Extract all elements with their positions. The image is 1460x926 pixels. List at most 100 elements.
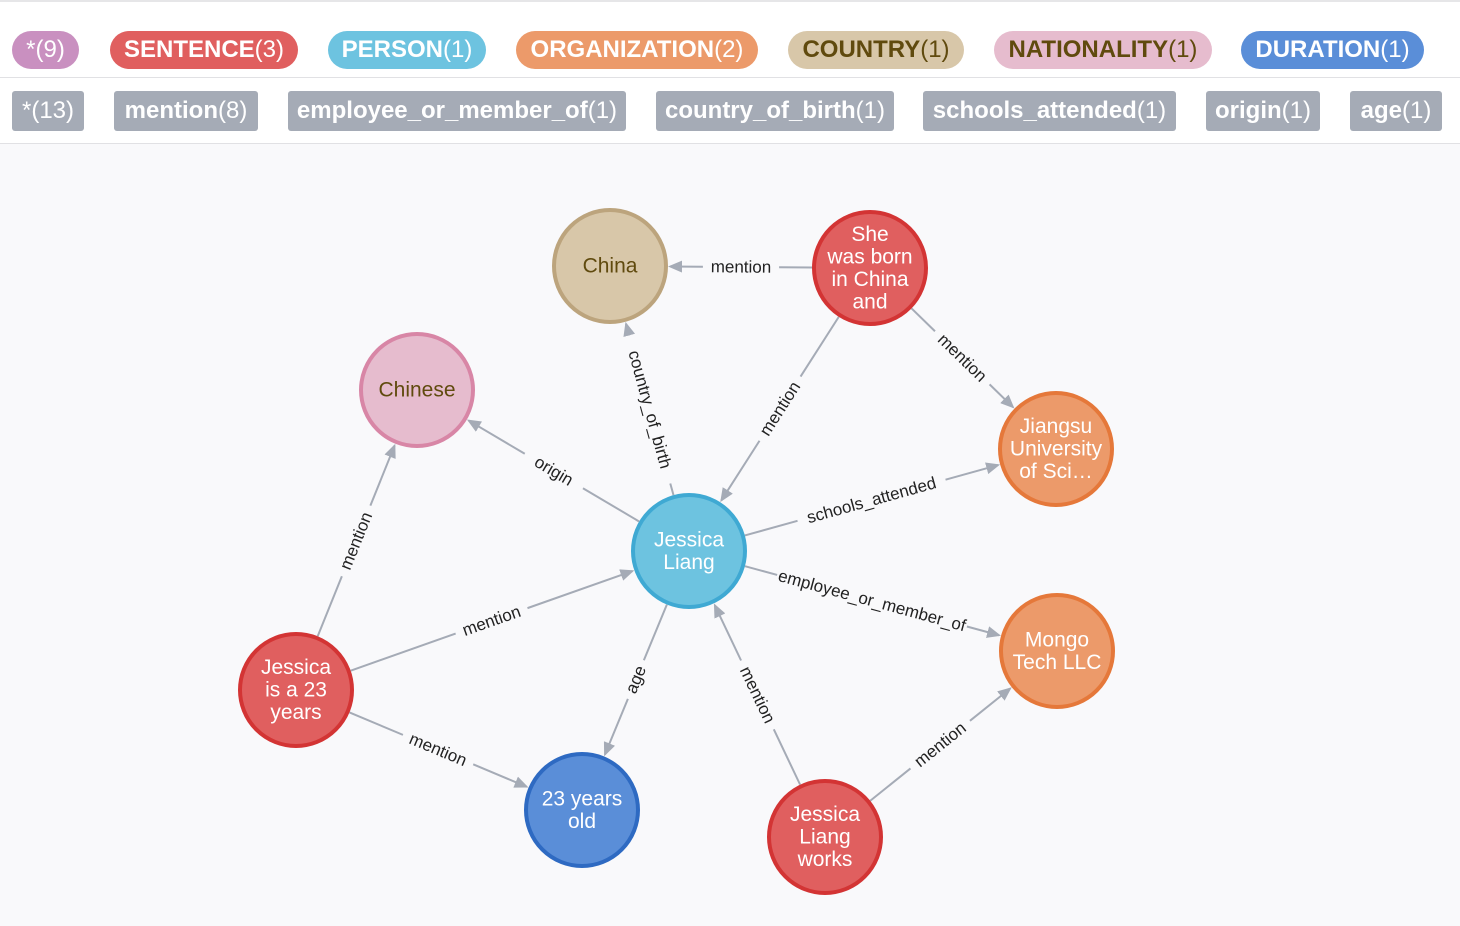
node-caption-line: Mongo [1025, 628, 1089, 651]
node-circle[interactable] [238, 632, 354, 748]
node-caption-line: She [851, 223, 888, 246]
edge-line [642, 604, 668, 661]
edge-arrow [527, 569, 635, 610]
edge-line [316, 575, 343, 637]
edge-line [799, 316, 840, 378]
edge-label: schools_attended [805, 473, 939, 527]
edge-line [772, 728, 801, 786]
edge-line [910, 307, 936, 332]
edge-label: country_of_birth [624, 348, 675, 471]
edge-arrow [466, 419, 526, 455]
node-caption-line: Jiangsu [1020, 415, 1092, 438]
node-circle[interactable] [359, 332, 475, 448]
edge-label: mention [934, 330, 991, 386]
node-caption-line: University [1010, 438, 1103, 461]
relationship-filter-country-of-birth[interactable]: country_of_birth(1) [656, 91, 894, 131]
edge-label: mention [911, 718, 970, 771]
edge-jessica-chinese[interactable]: origin [466, 419, 640, 523]
edge-arrow [945, 462, 1001, 481]
edge-arrow [603, 698, 629, 757]
edge-label: age [622, 663, 650, 696]
edge-age23-years[interactable]: mention [349, 711, 529, 788]
relationship-filter-age[interactable]: age(1) [1350, 91, 1442, 131]
node-circle[interactable] [552, 208, 668, 324]
label-filter-sentence[interactable]: SENTENCE(3) [110, 31, 298, 69]
edge-arrow [713, 603, 742, 661]
edge-she-china[interactable]: mention [667, 257, 813, 277]
edge-jessica-years[interactable]: age [603, 604, 668, 757]
edge-arrow [720, 440, 761, 503]
node-caption-line: and [852, 290, 887, 313]
relationship-type-filter-bar: *(13) mention(8) employee_or_member_of(1) c… [0, 78, 1460, 144]
node-caption-line: China [583, 255, 638, 278]
edge-works-mongo[interactable]: mention [869, 687, 1012, 802]
node-circle[interactable] [767, 779, 883, 895]
node-caption-line: Jessica [261, 656, 331, 679]
edge-line [744, 519, 798, 537]
node-circle[interactable] [999, 593, 1115, 709]
edge-label: mention [336, 509, 376, 572]
node-caption-line: was born [826, 245, 912, 268]
edge-label: mention [711, 257, 772, 276]
edge-line [744, 565, 778, 576]
node-caption-line: Liang [663, 551, 714, 574]
edge-arrow [369, 443, 396, 506]
node-circle[interactable] [524, 752, 640, 868]
graph-canvas[interactable]: mention mention mention country_of_birthori… [0, 143, 1460, 926]
edge-label: mention [736, 664, 779, 727]
label-filter-nationality[interactable]: NATIONALITY(1) [994, 31, 1212, 69]
node-caption-line: 23 years [542, 787, 623, 810]
edge-she-jessica[interactable]: mention [720, 316, 840, 503]
label-filter-person[interactable]: PERSON(1) [328, 31, 486, 69]
edge-line [582, 487, 640, 523]
node-caption-line: Jessica [654, 528, 724, 551]
label-filter-duration[interactable]: DURATION(1) [1241, 31, 1424, 69]
edge-line [669, 483, 675, 496]
edge-arrow [472, 763, 529, 788]
label-filter-all[interactable]: *(9) [12, 31, 79, 69]
node-chinese[interactable]: Chinese [359, 332, 475, 448]
edge-line [869, 767, 912, 802]
edge-jessica-china[interactable]: country_of_birth [623, 321, 675, 496]
edge-works-jessica[interactable]: mention [713, 603, 801, 786]
edge-label: mention [460, 602, 523, 640]
node-china[interactable]: China [552, 208, 668, 324]
relationship-filter-schools-attended[interactable]: schools_attended(1) [923, 91, 1176, 131]
edge-age23-chinese[interactable]: mention [316, 443, 396, 637]
edge-arrow [623, 321, 636, 337]
node-caption-line: Liang [799, 826, 850, 849]
node-caption-line: years [270, 701, 321, 724]
edge-label: mention [756, 378, 805, 439]
node-circle[interactable] [998, 391, 1114, 507]
node-caption-line: in China [831, 268, 908, 291]
label-filter-organization[interactable]: ORGANIZATION(2) [516, 31, 758, 69]
relationship-filter-employee-or-member-of[interactable]: employee_or_member_of(1) [288, 91, 626, 131]
edge-age23-jessica[interactable]: mention [350, 569, 635, 672]
node-caption-line: Chinese [378, 379, 455, 402]
relationship-filter-all[interactable]: *(13) [12, 91, 84, 131]
node-circle[interactable] [812, 210, 928, 326]
edge-label: employee_or_member_of [776, 566, 968, 635]
node-caption-line: Jessica [790, 803, 860, 826]
relationship-filter-origin[interactable]: origin(1) [1206, 91, 1320, 131]
edge-she-jiangsu[interactable]: mention [910, 307, 1015, 409]
edge-label: origin [531, 452, 576, 490]
relationship-filter-mention[interactable]: mention(8) [114, 91, 258, 131]
edge-arrow [988, 383, 1015, 409]
label-filter-country[interactable]: COUNTRY(1) [788, 31, 964, 69]
edge-jessica-jiangsu[interactable]: schools_attended [744, 462, 1001, 537]
node-label-filter-bar: *(9) SENTENCE(3) PERSON(1) ORGANIZATION(2) C… [0, 0, 1460, 78]
node-caption-line: old [568, 810, 596, 833]
node-circle[interactable] [631, 493, 747, 609]
edge-arrow [969, 687, 1012, 722]
edge-jessica-mongo[interactable]: employee_or_member_of [744, 565, 1002, 638]
node-caption-line: works [797, 848, 853, 871]
edge-line [350, 632, 456, 672]
